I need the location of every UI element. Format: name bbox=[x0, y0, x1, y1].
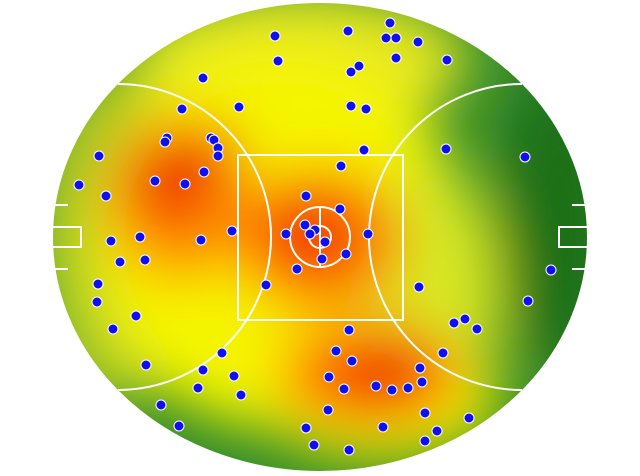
player-point bbox=[390, 52, 402, 64]
player-point bbox=[370, 380, 382, 392]
player-point bbox=[195, 234, 207, 246]
player-point bbox=[322, 404, 334, 416]
player-point bbox=[149, 175, 161, 187]
player-point bbox=[300, 190, 312, 202]
player-point bbox=[100, 190, 112, 202]
player-point bbox=[155, 399, 167, 411]
player-point bbox=[416, 376, 428, 388]
player-point bbox=[412, 36, 424, 48]
player-point bbox=[212, 150, 224, 162]
player-point bbox=[437, 347, 449, 359]
player-point bbox=[272, 55, 284, 67]
player-point bbox=[419, 407, 431, 419]
player-point bbox=[139, 254, 151, 266]
player-point bbox=[319, 236, 331, 248]
player-point bbox=[176, 103, 188, 115]
player-point bbox=[380, 32, 392, 44]
player-point bbox=[345, 66, 357, 78]
player-point bbox=[260, 279, 272, 291]
player-point bbox=[233, 101, 245, 113]
player-point bbox=[173, 420, 185, 432]
player-point bbox=[448, 317, 460, 329]
player-point bbox=[353, 60, 365, 72]
player-point bbox=[235, 389, 247, 401]
player-point bbox=[323, 371, 335, 383]
player-point bbox=[226, 225, 238, 237]
player-point bbox=[463, 412, 475, 424]
player-point bbox=[358, 144, 370, 156]
player-point bbox=[362, 228, 374, 240]
player-point bbox=[342, 25, 354, 37]
player-point bbox=[419, 435, 431, 447]
player-point bbox=[198, 166, 210, 178]
player-point bbox=[140, 359, 152, 371]
player-point bbox=[308, 439, 320, 451]
player-point bbox=[93, 150, 105, 162]
player-point bbox=[377, 421, 389, 433]
player-point bbox=[91, 296, 103, 308]
player-point bbox=[291, 263, 303, 275]
player-point bbox=[280, 228, 292, 240]
player-point bbox=[386, 384, 398, 396]
player-point bbox=[346, 355, 358, 367]
player-point bbox=[519, 151, 531, 163]
player-point bbox=[197, 72, 209, 84]
player-point bbox=[338, 383, 350, 395]
player-point bbox=[179, 178, 191, 190]
player-point bbox=[360, 103, 372, 115]
player-point bbox=[197, 364, 209, 376]
player-point bbox=[343, 444, 355, 456]
player-point bbox=[459, 313, 471, 325]
field-lines bbox=[51, 1, 589, 473]
player-point bbox=[402, 382, 414, 394]
player-point bbox=[545, 264, 557, 276]
player-point bbox=[413, 281, 425, 293]
player-point bbox=[228, 370, 240, 382]
player-point bbox=[414, 362, 426, 374]
player-point bbox=[269, 30, 281, 42]
player-point bbox=[73, 179, 85, 191]
player-point bbox=[384, 17, 396, 29]
player-point bbox=[343, 324, 355, 336]
player-point bbox=[134, 231, 146, 243]
player-point bbox=[304, 228, 316, 240]
player-point bbox=[340, 248, 352, 260]
player-point bbox=[330, 345, 342, 357]
player-point bbox=[192, 382, 204, 394]
player-point bbox=[299, 219, 311, 231]
player-point bbox=[390, 32, 402, 44]
player-point bbox=[471, 323, 483, 335]
player-point bbox=[335, 160, 347, 172]
player-point bbox=[300, 422, 312, 434]
player-point bbox=[216, 347, 228, 359]
player-point bbox=[107, 323, 119, 335]
player-point bbox=[441, 54, 453, 66]
player-point bbox=[440, 143, 452, 155]
player-point bbox=[92, 278, 104, 290]
player-point bbox=[105, 235, 117, 247]
player-point bbox=[345, 100, 357, 112]
player-point bbox=[316, 253, 328, 265]
player-point bbox=[522, 295, 534, 307]
player-point bbox=[431, 425, 443, 437]
player-point bbox=[334, 203, 346, 215]
player-point bbox=[159, 136, 171, 148]
player-point bbox=[114, 256, 126, 268]
player-point bbox=[130, 310, 142, 322]
